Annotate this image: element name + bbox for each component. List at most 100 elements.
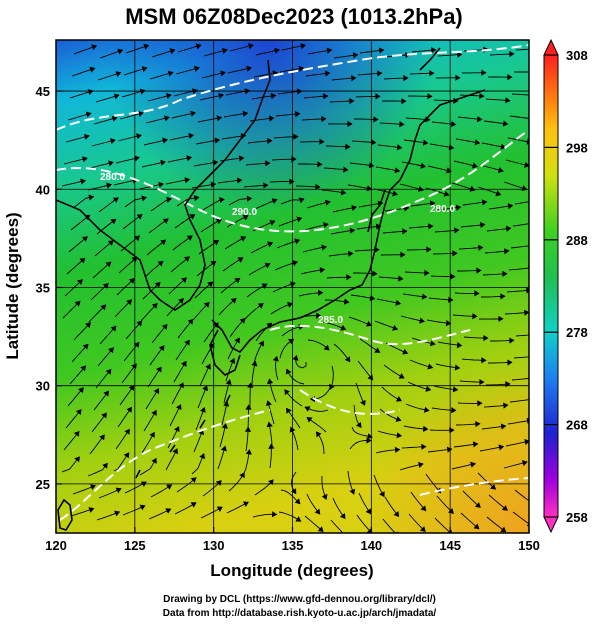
- streamline-arrow: [290, 488, 297, 495]
- streamline-arrow: [268, 479, 274, 486]
- streamline-arrow: [294, 498, 301, 505]
- streamline-arrow: [289, 178, 295, 185]
- streamline-arrow: [422, 139, 429, 146]
- streamline-arrow: [481, 199, 488, 206]
- contour-line: [56, 129, 529, 233]
- kyushu-coastline: [209, 329, 241, 376]
- contour-line: [299, 389, 401, 415]
- streamline-arrow: [184, 256, 190, 263]
- streamline-arrow: [323, 344, 330, 351]
- credit-drawing: Drawing by DCL (https://www.gfd-dennou.o…: [163, 594, 436, 605]
- streamline-arrow: [347, 120, 353, 128]
- streamline-arrow: [368, 162, 375, 169]
- streamline-arrow: [316, 312, 322, 319]
- colorbar: 258 268 278 288 298 308: [543, 38, 588, 534]
- streamline-arrow: [315, 431, 322, 438]
- streamline-arrow: [88, 507, 95, 513]
- streamline-arrow: [167, 70, 174, 77]
- streamline-arrow: [75, 409, 82, 415]
- streamline-arrow: [478, 244, 484, 251]
- streamline-arrow: [229, 357, 236, 364]
- streamline-arrow: [340, 189, 347, 196]
- streamline-arrow: [534, 69, 538, 74]
- streamline-arrow: [160, 239, 167, 246]
- streamline-arrow: [374, 347, 381, 353]
- streamline-arrow: [446, 446, 453, 453]
- streamline-arrow: [321, 244, 327, 251]
- streamline-arrow: [344, 356, 351, 363]
- contour-line: [59, 409, 271, 521]
- streamline-arrow: [536, 46, 541, 51]
- streamline-arrow: [428, 223, 434, 230]
- tohoku-coastline: [367, 189, 386, 233]
- streamline-arrow: [246, 195, 253, 202]
- streamline-arrow: [498, 444, 505, 451]
- contour-label: 290.0: [232, 207, 257, 218]
- streamline-arrow: [427, 93, 433, 100]
- y-tick-label: 30: [36, 379, 50, 394]
- streamline-arrow: [369, 295, 376, 302]
- streamline-arrow: [472, 162, 478, 169]
- streamline-arrow: [429, 200, 436, 207]
- streamline-arrow: [261, 283, 268, 289]
- streamline-arrow: [267, 378, 274, 385]
- streamline-arrow: [317, 289, 324, 296]
- streamline: [382, 518, 396, 533]
- streamline-arrow: [424, 269, 430, 277]
- streamline-arrow: [251, 360, 258, 367]
- streamline-arrow: [393, 511, 400, 518]
- streamline-arrow: [479, 378, 485, 386]
- streamline-arrow: [502, 270, 508, 277]
- streamline-arrow: [82, 343, 89, 350]
- streamline-arrow: [317, 526, 324, 532]
- streamline-arrow: [394, 167, 401, 174]
- streamline-arrow: [199, 453, 206, 460]
- streamline-arrow: [105, 368, 112, 375]
- streamline-arrow: [218, 92, 225, 99]
- streamline-arrow: [500, 293, 506, 300]
- streamline-arrow: [504, 248, 510, 255]
- streamline-arrow: [293, 133, 299, 140]
- colorbar-gradient: [543, 54, 559, 518]
- streamline-arrow: [203, 301, 210, 308]
- streamline-arrow: [137, 110, 144, 117]
- streamline-arrow: [321, 493, 328, 500]
- streamline-arrow: [140, 481, 147, 487]
- streamline-arrow: [236, 177, 243, 184]
- contour-label: 280.0: [100, 172, 125, 183]
- streamline-arrow: [507, 74, 513, 81]
- streamline-arrow: [470, 461, 476, 468]
- streamline-arrow: [102, 282, 109, 289]
- streamline-arrow: [419, 526, 426, 533]
- streamline-arrow: [153, 388, 159, 395]
- streamline-arrow: [242, 110, 249, 117]
- streamline-arrow: [507, 203, 514, 210]
- streamline-arrow: [257, 303, 264, 309]
- streamline-arrow: [210, 260, 217, 267]
- streamline-arrow: [323, 93, 329, 100]
- contour-line: [56, 44, 529, 131]
- streamline-arrow: [473, 523, 480, 530]
- streamline-arrow: [420, 505, 427, 512]
- streamline-arrow: [446, 167, 452, 174]
- streamline-arrow: [139, 504, 146, 511]
- streamline-arrow: [80, 365, 87, 372]
- streamline-arrow: [85, 322, 91, 329]
- streamline-arrow: [392, 190, 398, 197]
- streamline-arrow: [474, 502, 481, 508]
- streamline-arrow: [263, 182, 269, 189]
- streamline-arrow: [78, 387, 84, 394]
- streamline-arrow: [377, 70, 383, 77]
- streamline-arrow: [472, 441, 479, 448]
- streamline-arrow: [474, 139, 481, 146]
- streamline-arrow: [417, 185, 424, 192]
- streamline-arrow: [304, 406, 311, 412]
- streamline-arrow: [136, 320, 143, 327]
- streamline-arrow: [323, 222, 329, 229]
- streamline-arrow: [181, 277, 188, 283]
- streamline-arrow: [481, 69, 487, 76]
- streamline-arrow: [306, 417, 313, 423]
- streamline-arrow: [207, 281, 214, 288]
- streamline: [513, 356, 529, 359]
